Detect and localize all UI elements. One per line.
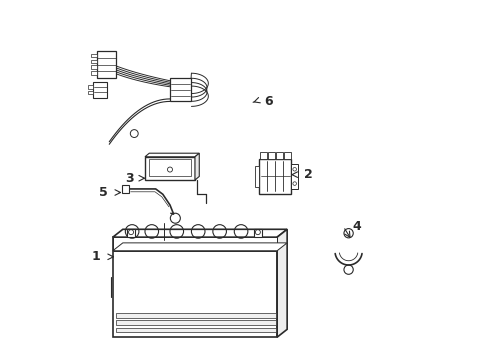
Bar (292, 164, 298, 189)
Bar (91, 60, 97, 63)
Text: 3: 3 (125, 172, 134, 185)
Bar (148, 158, 192, 176)
Bar (268, 152, 274, 158)
Text: 2: 2 (304, 168, 313, 181)
Bar (91, 54, 97, 58)
Bar (254, 229, 262, 237)
Polygon shape (277, 229, 287, 337)
Text: 6: 6 (265, 95, 273, 108)
Bar (127, 229, 135, 237)
Bar (88, 91, 93, 94)
Bar (145, 157, 195, 180)
Bar (260, 152, 267, 158)
Bar (91, 65, 97, 69)
Polygon shape (113, 243, 287, 251)
Bar (122, 185, 129, 193)
Text: 5: 5 (98, 186, 107, 199)
Bar (113, 237, 277, 337)
Polygon shape (195, 153, 199, 180)
Text: 1: 1 (92, 250, 100, 263)
Bar (88, 85, 93, 89)
Bar (93, 82, 107, 98)
Bar (116, 328, 276, 332)
Bar (91, 71, 97, 75)
Bar (97, 51, 117, 78)
Text: 4: 4 (352, 220, 361, 233)
Bar (116, 320, 276, 325)
Bar (276, 152, 283, 158)
Bar (284, 152, 291, 158)
Bar (116, 313, 276, 318)
Polygon shape (113, 229, 287, 237)
Bar (170, 78, 192, 102)
Bar (259, 158, 292, 194)
Bar (255, 166, 259, 187)
Bar (113, 237, 277, 251)
Polygon shape (145, 153, 199, 157)
